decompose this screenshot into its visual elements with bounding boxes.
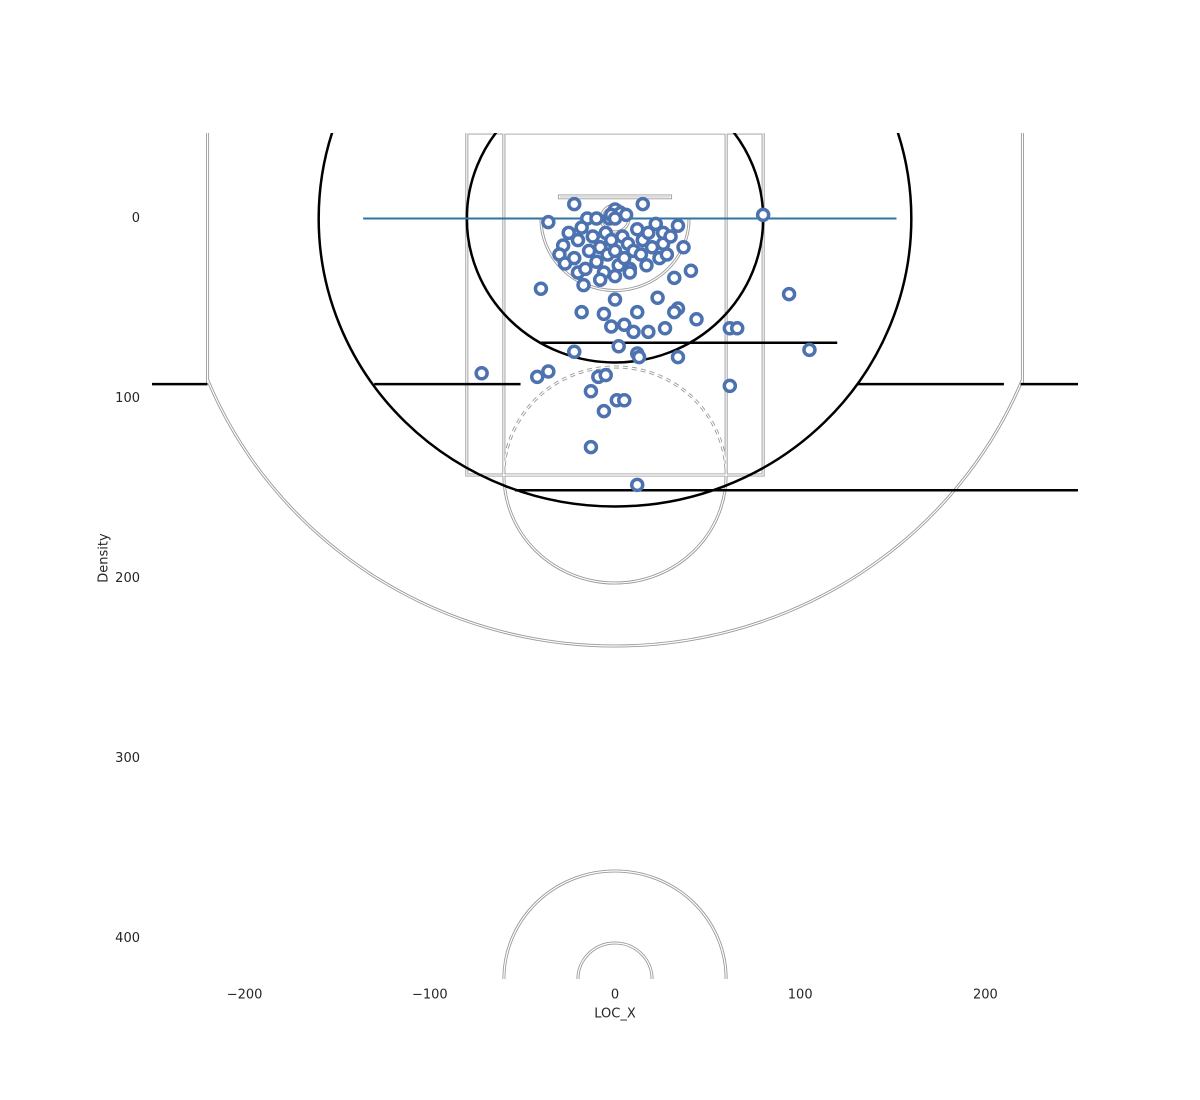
shot-point: [598, 367, 613, 383]
shot-point: [607, 292, 623, 307]
shot-point: [607, 243, 623, 259]
overlay-circle: [319, 0, 912, 507]
shot-point: [581, 243, 597, 259]
y-tick-label: 300: [115, 751, 140, 766]
shot-point: [676, 240, 691, 255]
shot-point: [631, 349, 647, 365]
x-tick-label: −100: [412, 988, 448, 1003]
shot-point: [589, 254, 604, 269]
shot-point: [635, 196, 651, 212]
y-tick-label: 200: [115, 571, 140, 586]
shot-point: [663, 229, 678, 244]
shot-point: [474, 366, 489, 381]
shot-point: [622, 265, 638, 280]
y-axis-label: Density: [97, 533, 112, 583]
x-tick-label: 100: [788, 988, 813, 1003]
shot-point: [561, 225, 576, 241]
shot-point: [574, 304, 589, 320]
shot-point: [618, 207, 634, 223]
shot-point: [576, 277, 591, 293]
shot-point: [617, 317, 632, 332]
shot-point: [729, 321, 745, 336]
y-tick-label: 0: [132, 211, 140, 226]
shot-point: [592, 272, 608, 287]
court-layer: [152, 0, 1078, 979]
shot-point: [648, 216, 663, 232]
shot-point: [583, 439, 599, 455]
plot-area: [152, 0, 1078, 979]
shot-point: [781, 286, 797, 302]
shot-point: [626, 324, 641, 340]
shot-point: [657, 321, 673, 336]
shot-point: [667, 270, 682, 286]
shot-point: [533, 281, 549, 296]
shot-point: [570, 232, 586, 248]
shot-point: [650, 290, 665, 305]
shot-point: [529, 369, 545, 385]
y-tick-label: 400: [115, 931, 140, 946]
shot-point: [567, 250, 582, 266]
y-tick-label: 100: [115, 391, 140, 406]
shot-point: [589, 211, 604, 226]
shot-point: [585, 229, 601, 244]
shot-point: [611, 339, 626, 354]
shot-point: [629, 477, 645, 493]
shot-point: [604, 319, 619, 334]
shot-point: [802, 342, 817, 358]
shot-point: [607, 211, 623, 226]
shot-point: [689, 312, 704, 327]
x-tick-label: 0: [611, 988, 619, 1003]
shot-point: [633, 247, 649, 262]
shot-point: [617, 393, 632, 408]
shot-point: [567, 196, 582, 212]
shot-point: [667, 304, 682, 320]
shot-point: [607, 268, 623, 284]
points: [474, 196, 817, 493]
shot-point: [755, 207, 771, 223]
shot-point: [659, 247, 675, 262]
shot-point: [641, 225, 656, 241]
shot-point: [596, 403, 612, 419]
shot-point: [670, 349, 686, 365]
shot-point: [583, 384, 599, 399]
shot-point: [644, 240, 660, 255]
shot-point: [722, 378, 738, 394]
shot-point: [541, 364, 556, 379]
shot-point: [567, 344, 582, 359]
shot-point: [639, 258, 654, 273]
shot-point: [629, 304, 645, 320]
shot-point: [578, 261, 593, 277]
shot-point: [670, 218, 686, 233]
shot-point: [683, 263, 699, 278]
x-tick-label: −200: [227, 988, 263, 1003]
shot-point: [596, 306, 612, 322]
shot-point: [541, 214, 556, 230]
shot-point: [617, 250, 632, 266]
x-axis-label: LOC_X: [594, 1007, 636, 1022]
shot-point: [641, 324, 656, 340]
x-tick-label: 200: [973, 988, 998, 1003]
shot-point: [574, 220, 589, 235]
